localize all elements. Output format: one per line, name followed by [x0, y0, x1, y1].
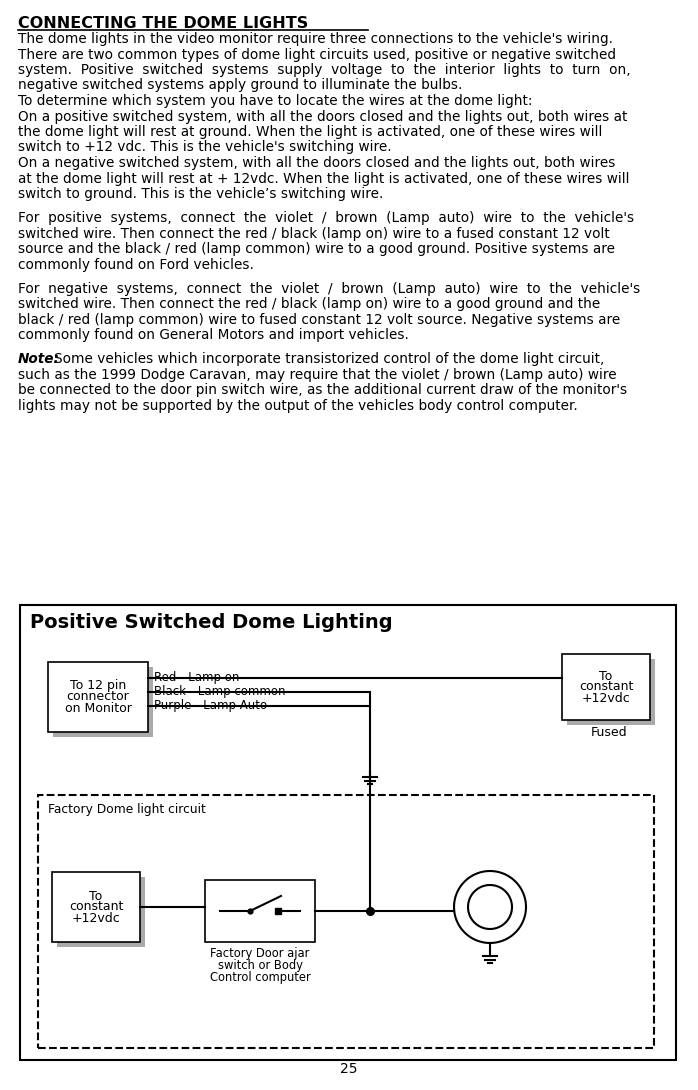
Text: be connected to the door pin switch wire, as the additional current draw of the : be connected to the door pin switch wire…: [18, 383, 627, 397]
Text: To: To: [89, 889, 103, 903]
Text: Fused: Fused: [591, 726, 628, 739]
Text: To: To: [600, 669, 613, 682]
Text: Red - Lamp on: Red - Lamp on: [154, 670, 239, 683]
Text: +12vdc: +12vdc: [72, 911, 120, 924]
Bar: [205, 880, 315, 942]
Text: commonly found on General Motors and import vehicles.: commonly found on General Motors and imp…: [18, 328, 409, 342]
Text: source and the black / red (lamp common) wire to a good ground. Positive systems: source and the black / red (lamp common)…: [18, 242, 615, 256]
Text: Black - Lamp common: Black - Lamp common: [154, 685, 285, 698]
Text: constant: constant: [69, 900, 123, 913]
Text: For  negative  systems,  connect  the  violet  /  brown  (Lamp  auto)  wire  to : For negative systems, connect the violet…: [18, 281, 640, 295]
Text: CONNECTING THE DOME LIGHTS: CONNECTING THE DOME LIGHTS: [18, 16, 309, 31]
Text: Factory Door ajar: Factory Door ajar: [210, 947, 310, 960]
Text: To determine which system you have to locate the wires at the dome light:: To determine which system you have to lo…: [18, 94, 533, 108]
Text: switch to +12 vdc. This is the vehicle's switching wire.: switch to +12 vdc. This is the vehicle's…: [18, 141, 392, 155]
Text: 25: 25: [340, 1062, 358, 1076]
Text: constant: constant: [579, 680, 633, 693]
Text: switch or Body: switch or Body: [218, 959, 302, 972]
Text: Some vehicles which incorporate transistorized control of the dome light circuit: Some vehicles which incorporate transist…: [54, 352, 604, 366]
Bar: [53, 667, 153, 737]
Text: On a positive switched system, with all the doors closed and the lights out, bot: On a positive switched system, with all …: [18, 109, 628, 123]
Text: The dome lights in the video monitor require three connections to the vehicle's : The dome lights in the video monitor req…: [18, 32, 613, 46]
Bar: [20, 605, 676, 1059]
Bar: [57, 877, 145, 947]
Text: at the dome light will rest at + 12vdc. When the light is activated, one of thes: at the dome light will rest at + 12vdc. …: [18, 171, 630, 185]
Text: connector: connector: [66, 690, 129, 703]
Text: such as the 1999 Dodge Caravan, may require that the violet / brown (Lamp auto) : such as the 1999 Dodge Caravan, may requ…: [18, 367, 616, 382]
Bar: [567, 659, 655, 725]
Text: Control computer: Control computer: [209, 971, 311, 984]
Text: Factory Dome light circuit: Factory Dome light circuit: [48, 803, 206, 816]
Text: switched wire. Then connect the red / black (lamp on) wire to a good ground and : switched wire. Then connect the red / bl…: [18, 298, 600, 311]
Text: For  positive  systems,  connect  the  violet  /  brown  (Lamp  auto)  wire  to : For positive systems, connect the violet…: [18, 211, 634, 225]
Text: There are two common types of dome light circuits used, positive or negative swi: There are two common types of dome light…: [18, 48, 616, 61]
Bar: [48, 662, 148, 732]
Text: Positive Switched Dome Lighting: Positive Switched Dome Lighting: [30, 613, 392, 632]
Bar: [562, 654, 650, 720]
Text: +12vdc: +12vdc: [581, 691, 630, 704]
Text: the dome light will rest at ground. When the light is activated, one of these wi: the dome light will rest at ground. When…: [18, 125, 602, 140]
Bar: [38, 795, 654, 1047]
Text: On a negative switched system, with all the doors closed and the lights out, bot: On a negative switched system, with all …: [18, 156, 616, 170]
Text: black / red (lamp common) wire to fused constant 12 volt source. Negative system: black / red (lamp common) wire to fused …: [18, 313, 621, 327]
Text: on Monitor: on Monitor: [64, 702, 131, 715]
Text: negative switched systems apply ground to illuminate the bulbs.: negative switched systems apply ground t…: [18, 78, 462, 93]
Text: switched wire. Then connect the red / black (lamp on) wire to a fused constant 1: switched wire. Then connect the red / bl…: [18, 227, 610, 241]
Text: Note:: Note:: [18, 352, 60, 366]
Text: switch to ground. This is the vehicle’s switching wire.: switch to ground. This is the vehicle’s …: [18, 187, 383, 201]
Text: commonly found on Ford vehicles.: commonly found on Ford vehicles.: [18, 257, 254, 271]
Text: Purple - Lamp Auto: Purple - Lamp Auto: [154, 699, 267, 712]
Text: To 12 pin: To 12 pin: [70, 679, 126, 692]
Text: system.  Positive  switched  systems  supply  voltage  to  the  interior  lights: system. Positive switched systems supply…: [18, 63, 630, 77]
Text: lights may not be supported by the output of the vehicles body control computer.: lights may not be supported by the outpu…: [18, 399, 578, 413]
Bar: [52, 872, 140, 942]
